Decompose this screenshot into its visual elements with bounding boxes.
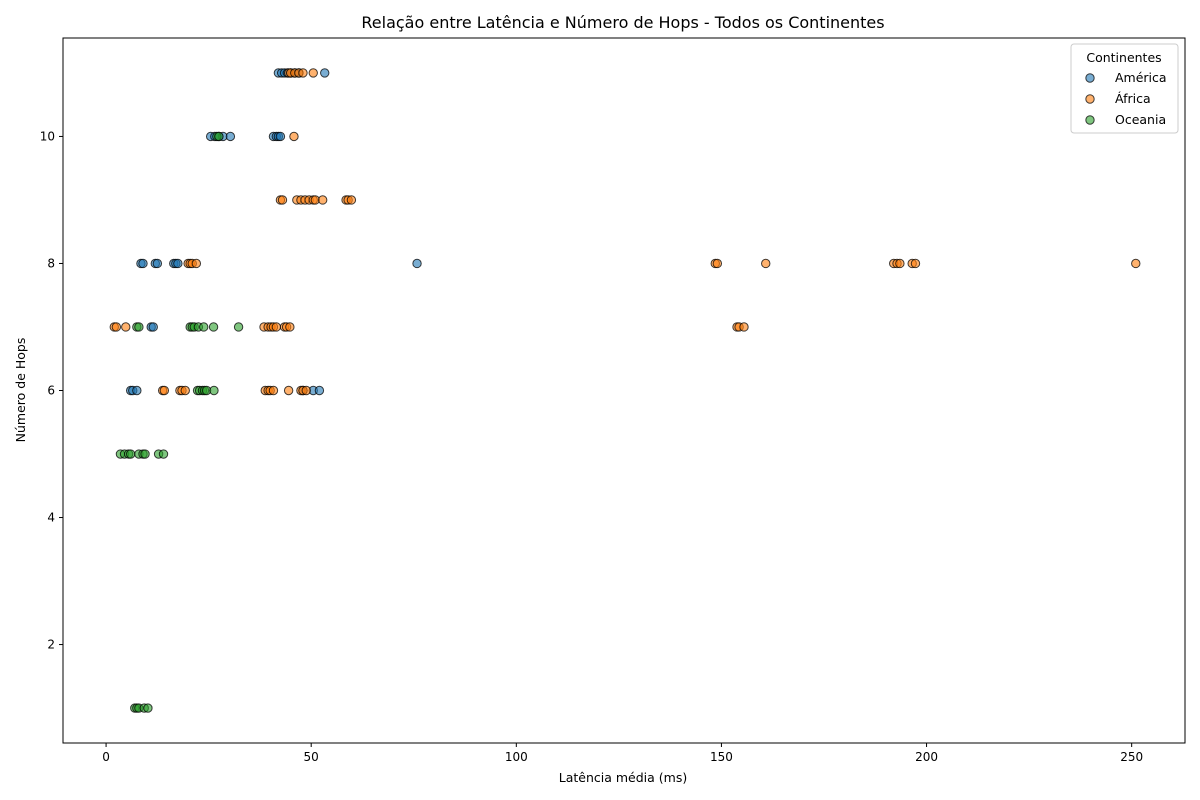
x-tick-label: 0 bbox=[102, 750, 110, 764]
legend-label: África bbox=[1115, 91, 1151, 106]
data-point bbox=[159, 385, 170, 396]
y-axis-label: Número de Hops bbox=[13, 338, 28, 443]
data-point bbox=[283, 385, 294, 396]
data-point bbox=[143, 703, 153, 713]
data-point bbox=[1131, 258, 1141, 269]
legend: Continentes América África Oceania bbox=[1070, 43, 1179, 134]
data-point bbox=[761, 258, 771, 269]
data-point bbox=[285, 322, 295, 332]
data-point bbox=[271, 322, 282, 332]
data-point bbox=[132, 385, 142, 396]
legend-label: Oceania bbox=[1115, 112, 1166, 127]
data-point bbox=[208, 322, 219, 332]
data-point bbox=[298, 68, 308, 78]
data-point bbox=[308, 68, 318, 78]
plot-area-frame bbox=[62, 37, 1186, 744]
data-point bbox=[910, 258, 921, 269]
data-point bbox=[314, 385, 325, 396]
data-point bbox=[158, 449, 169, 459]
data-points bbox=[109, 68, 1141, 713]
series-américa bbox=[125, 68, 422, 396]
data-point bbox=[140, 449, 150, 459]
data-point bbox=[233, 322, 244, 332]
data-point bbox=[173, 258, 183, 269]
data-point bbox=[712, 258, 723, 269]
series-oceania bbox=[115, 131, 244, 713]
data-point bbox=[895, 258, 905, 269]
data-point bbox=[191, 258, 202, 269]
legend-marker bbox=[1085, 115, 1095, 125]
x-tick-label: 250 bbox=[1120, 750, 1143, 764]
data-point bbox=[148, 322, 158, 332]
x-tick-label: 200 bbox=[915, 750, 938, 764]
y-tick-label: 2 bbox=[47, 638, 55, 652]
legend-title: Continentes bbox=[1086, 50, 1161, 65]
data-point bbox=[317, 195, 328, 205]
data-point bbox=[209, 385, 219, 396]
series-áfrica bbox=[109, 68, 1141, 396]
data-point bbox=[268, 385, 279, 396]
axis-ticks: 0 50 100 150 200 250 2 4 6 8 10 bbox=[40, 129, 1143, 764]
y-tick-label: 4 bbox=[47, 511, 55, 525]
data-point bbox=[138, 258, 148, 269]
data-point bbox=[412, 258, 422, 269]
data-point bbox=[225, 131, 236, 142]
data-point bbox=[152, 258, 163, 269]
data-point bbox=[180, 385, 190, 396]
data-point bbox=[289, 131, 299, 142]
legend-box bbox=[1070, 43, 1179, 134]
data-point bbox=[275, 131, 286, 142]
data-point bbox=[134, 322, 144, 332]
data-point bbox=[320, 68, 330, 78]
x-tick-label: 100 bbox=[505, 750, 528, 764]
legend-marker bbox=[1085, 94, 1095, 104]
data-point bbox=[125, 449, 136, 459]
legend-label: América bbox=[1115, 70, 1167, 85]
data-point bbox=[199, 322, 209, 332]
x-axis-label: Latência média (ms) bbox=[559, 770, 687, 785]
y-tick-label: 8 bbox=[47, 256, 55, 270]
x-tick-label: 50 bbox=[304, 750, 319, 764]
data-point bbox=[739, 322, 749, 332]
data-point bbox=[214, 131, 224, 142]
chart-title: Relação entre Latência e Número de Hops … bbox=[361, 13, 884, 32]
data-point bbox=[121, 322, 131, 332]
y-tick-label: 6 bbox=[47, 384, 55, 398]
data-point bbox=[346, 195, 357, 205]
x-tick-label: 150 bbox=[710, 750, 733, 764]
data-point bbox=[301, 385, 311, 396]
legend-marker bbox=[1085, 73, 1095, 83]
data-point bbox=[277, 195, 288, 205]
y-tick-label: 10 bbox=[40, 129, 55, 143]
data-point bbox=[111, 322, 122, 332]
